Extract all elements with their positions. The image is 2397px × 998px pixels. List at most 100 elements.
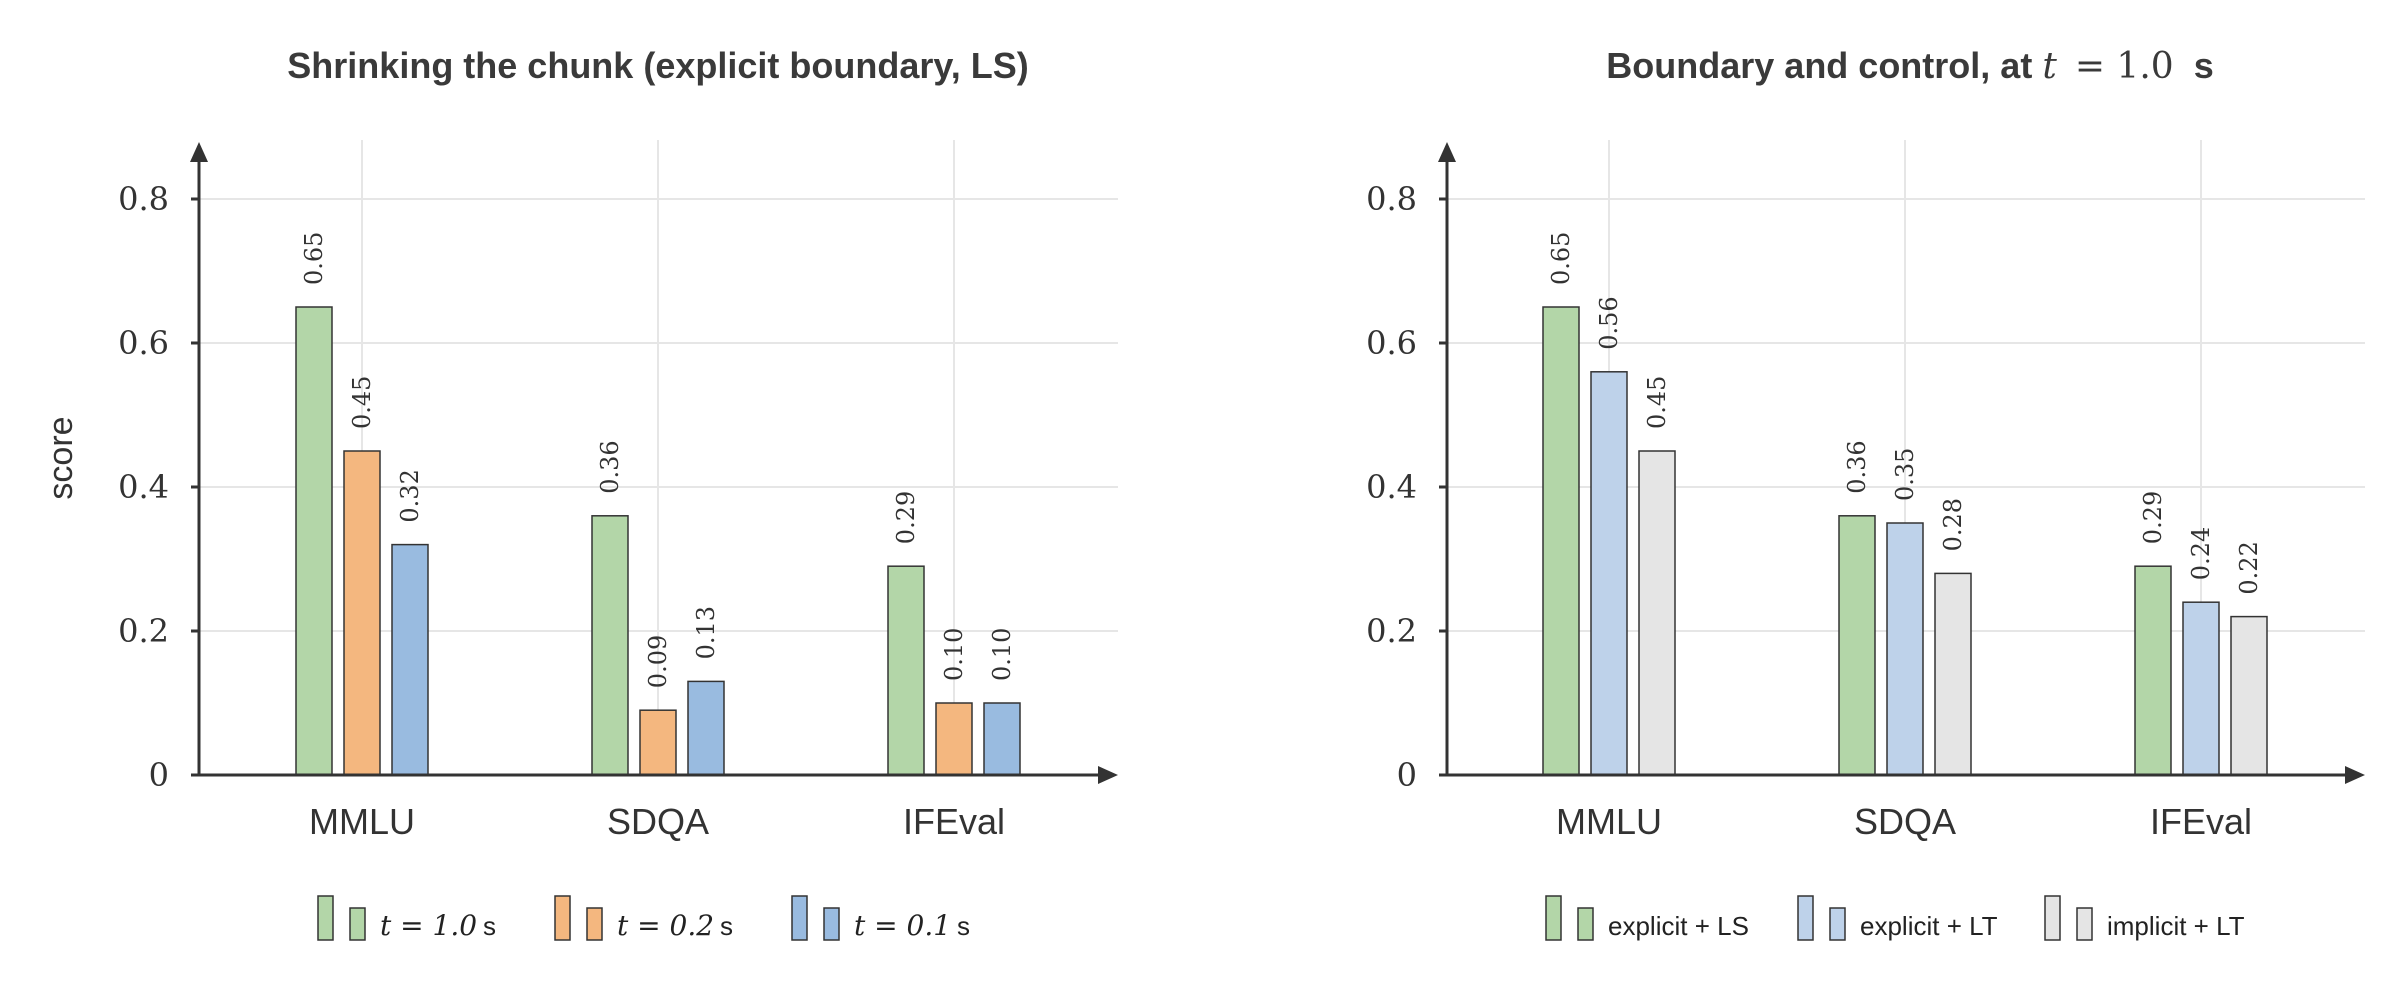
legend-swatch [586,907,603,941]
category-label: MMLU [309,801,415,842]
legend-label: t = 0.2 s [617,909,733,942]
title-text: Boundary and control, at [1606,45,2032,86]
legend-swatch [2076,907,2093,941]
category-label: IFEval [2150,801,2252,842]
bar [343,450,381,776]
legend: explicit + LS explicit + LT implicit + LT [1545,895,2245,941]
legend-label: implicit + LT [2107,911,2245,941]
y-tick-label: 0.2 [1366,612,1417,650]
category-label: IFEval [903,801,1005,842]
legend-swatch [1545,895,1562,941]
legend-item: explicit + LT [1797,895,1998,941]
data-label: 0.29 [892,491,920,544]
legend-unit: s [483,911,496,941]
bar [591,515,629,776]
y-tick-label: 0 [149,756,169,794]
legend-label: t = 1.0 s [380,909,496,942]
bar [639,709,677,776]
legend-item: t = 0.1 s [791,895,970,942]
y-tick-label: 0.2 [118,612,169,650]
chart-title: Shrinking the chunk (explicit boundary, … [287,45,1028,86]
legend-item: t = 1.0 s [317,895,496,942]
legend-swatch [349,907,366,941]
category-label: SDQA [1854,801,1956,842]
bar [983,702,1021,776]
y-axis-arrow [190,142,208,162]
legend-swatch [554,895,571,941]
bar [295,306,333,776]
data-label: 0.24 [2187,527,2215,580]
y-tick-label: 0 [1397,756,1417,794]
bar [2134,565,2172,776]
legend-label: explicit + LS [1608,911,1749,941]
legend-swatch [317,895,334,941]
data-label: 0.36 [596,440,624,493]
category-label: MMLU [1556,801,1662,842]
bar [935,702,973,776]
title-math-var: t [2042,46,2057,87]
data-label: 0.45 [348,376,376,429]
legend-label: t = 0.1 s [854,909,970,942]
axes: 0 0.2 0.4 0.6 0.8 MMLU SDQA IFEval [1366,142,2365,842]
legend-unit: s [720,911,733,941]
bar [687,680,725,776]
category-label: SDQA [607,801,709,842]
legend-math: t = 1.0 [380,909,477,942]
bar [391,543,429,776]
y-tick-label: 0.8 [1366,180,1417,218]
y-tick-label: 0.6 [118,324,169,362]
bar [1886,522,1924,776]
legend-swatch [1829,907,1846,941]
data-label: 0.65 [300,232,328,285]
y-axis-label: score [42,416,80,499]
title-unit: s [2194,45,2214,86]
bars [1542,306,2268,776]
chart-title: Boundary and control, at t = 1.0 s [1606,45,2213,87]
bar [1838,515,1876,776]
legend-item: explicit + LS [1545,895,1749,941]
legend-swatch [823,907,840,941]
data-label: 0.45 [1643,376,1671,429]
x-axis-arrow [2345,766,2365,784]
y-tick-label: 0.4 [1366,468,1417,506]
data-label: 0.10 [940,628,968,681]
y-tick-label: 0.8 [118,180,169,218]
data-labels: 0.65 0.56 0.45 0.36 0.35 0.28 0.29 0.24 0.22 [1547,232,2263,595]
legend: t = 1.0 s t = 0.2 s t = 0.1 s [317,895,970,942]
panel-chunk-size: Shrinking the chunk (explicit boundary, … [42,45,1118,942]
data-label: 0.65 [1547,232,1575,285]
legend-swatch [1797,895,1814,941]
legend-label: explicit + LT [1860,911,1998,941]
data-label: 0.09 [644,635,672,688]
title-math-value: = 1.0 [2075,46,2174,87]
legend-swatch [1577,907,1594,941]
y-tick-label: 0.6 [1366,324,1417,362]
bar [1542,306,1580,776]
bar [2230,615,2268,776]
axes: 0 0.2 0.4 0.6 0.8 MMLU SDQA IFEval [118,142,1118,842]
legend-unit: s [957,911,970,941]
legend-swatch [2044,895,2061,941]
data-label: 0.13 [692,606,720,659]
data-label: 0.10 [988,628,1016,681]
bar [1934,572,1972,776]
data-labels: 0.65 0.45 0.32 0.36 0.09 0.13 0.29 0.10 0.10 [300,232,1016,689]
data-label: 0.56 [1595,296,1623,349]
data-label: 0.35 [1891,448,1919,501]
data-label: 0.36 [1843,440,1871,493]
legend-math: t = 0.1 [854,909,951,942]
data-label: 0.28 [1939,498,1967,551]
data-label: 0.29 [2139,491,2167,544]
legend-item: implicit + LT [2044,895,2245,941]
bar [1590,371,1628,776]
legend-item: t = 0.2 s [554,895,733,942]
bar [887,565,925,776]
legend-math: t = 0.2 [617,909,714,942]
y-axis-arrow [1438,142,1456,162]
y-tick-label: 0.4 [118,468,169,506]
panel-boundary-control: Boundary and control, at t = 1.0 s 0.650… [1366,45,2365,941]
data-label: 0.22 [2235,541,2263,594]
bar [1638,450,1676,776]
data-label: 0.32 [396,469,424,522]
